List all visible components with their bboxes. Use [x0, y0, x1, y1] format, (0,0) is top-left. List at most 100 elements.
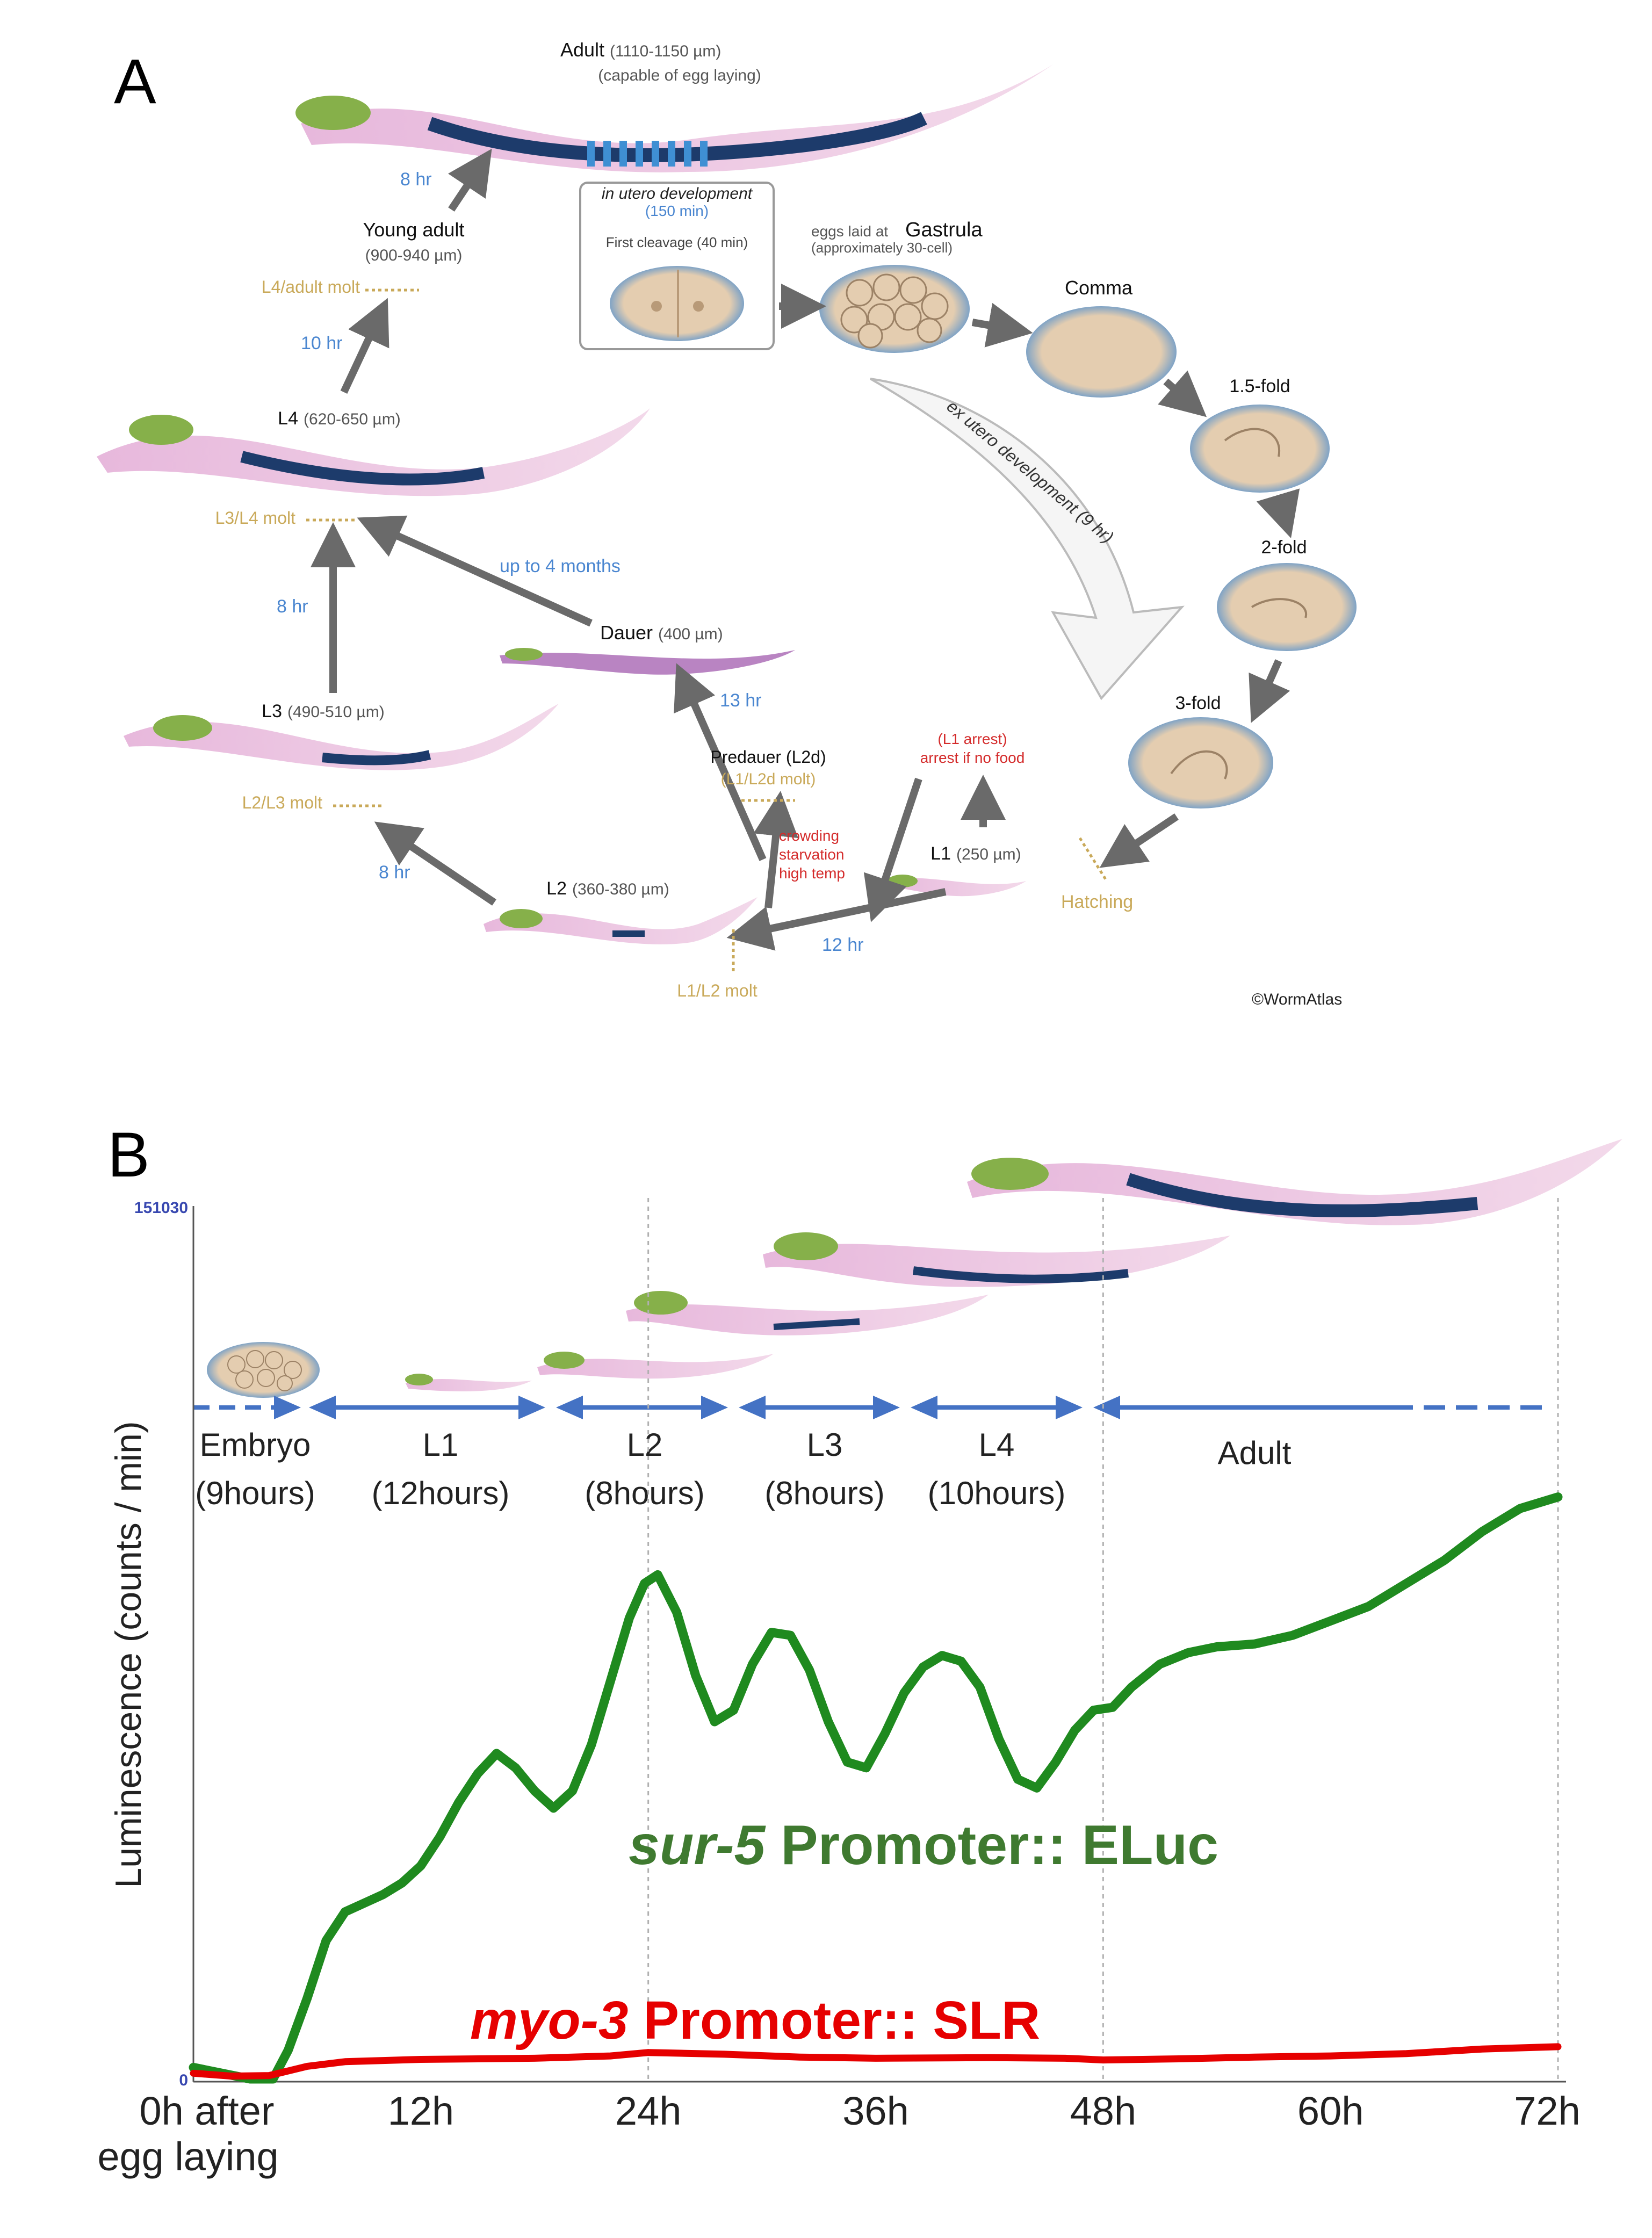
- l3-worm: [124, 704, 559, 770]
- x-tick-label-3: 36h: [842, 2089, 908, 2133]
- l1-arrest-1: (L1 arrest): [937, 731, 1007, 747]
- dauer-l4-time: up to 4 months: [500, 556, 621, 576]
- stage-bar: [193, 1396, 1547, 1419]
- stage-l2-name: L2: [627, 1427, 663, 1463]
- dauer-cond-3: high temp: [779, 865, 845, 882]
- fold3-egg: [1128, 717, 1273, 808]
- x-tick-label-1: 12h: [388, 2089, 454, 2133]
- stage-l1-dur: (12hours): [372, 1475, 510, 1511]
- x-first-line2: egg laying: [97, 2134, 278, 2179]
- panel-a-labels: Adult (1110-1150 µm) (capable of egg lay…: [215, 39, 1343, 1008]
- ya-time: 8 hr: [400, 169, 432, 190]
- l1-arrest-2: arrest if no food: [920, 749, 1025, 766]
- gastrula-egg: [819, 265, 970, 353]
- b-l3-worm: [626, 1295, 989, 1335]
- fold3-label: 3-fold: [1175, 693, 1221, 713]
- stage-embryo-name: Embryo: [200, 1427, 311, 1463]
- comma-egg: [1026, 306, 1177, 398]
- l1-name: L1: [930, 843, 951, 864]
- stage-l2-dur: (8hours): [585, 1475, 704, 1511]
- series-line-myo3: [190, 2043, 1562, 2080]
- gastrula-note: (approximately 30-cell): [811, 240, 953, 256]
- l4-ya-time: 10 hr: [301, 333, 343, 353]
- predauer-name: Predauer (L2d): [710, 747, 826, 767]
- y-axis-label: Luminescence (counts / min): [108, 1421, 149, 1888]
- molt-marks: [306, 288, 1108, 972]
- dauer-name: Dauer: [600, 622, 653, 644]
- x-tick-label-6: 72h: [1514, 2089, 1580, 2133]
- fold15-label: 1.5-fold: [1229, 376, 1290, 396]
- dauer-size: (400 µm): [658, 625, 723, 643]
- stage-l4-dur: (10hours): [928, 1475, 1066, 1511]
- panel-b: B: [97, 1120, 1622, 2179]
- stage-illustrations: [207, 1139, 1622, 1398]
- predauer-molt: (L1/L2d molt): [721, 770, 816, 788]
- l3-size: (490-510 µm): [287, 703, 385, 721]
- l4-worm: [97, 408, 650, 496]
- adult-note: (capable of egg laying): [598, 67, 761, 84]
- b-l2-worm: [537, 1354, 774, 1379]
- legend-red: myo-3 Promoter:: SLR: [470, 1990, 1040, 2051]
- fold15-egg: [1190, 405, 1330, 493]
- l4-name: L4: [278, 408, 298, 429]
- l2-size: (360-380 µm): [572, 880, 669, 898]
- stage-l3-name: L3: [807, 1427, 843, 1463]
- adult-size: (1110-1150 µm): [610, 42, 721, 60]
- dauer-cond-2: starvation: [779, 846, 844, 863]
- hatching-label: Hatching: [1061, 892, 1133, 912]
- panel-a: A: [97, 27, 1370, 1010]
- b-l1-worm: [406, 1378, 532, 1391]
- ya-name: Young adult: [363, 219, 465, 241]
- first-cleavage: First cleavage (40 min): [606, 234, 748, 250]
- pred-dauer-time: 13 hr: [720, 690, 762, 711]
- comma-label: Comma: [1065, 277, 1133, 299]
- x-tick-label-0: 0h after: [140, 2089, 275, 2133]
- series-line-sur5: [189, 1492, 1563, 2084]
- panel-a-label: A: [114, 46, 156, 117]
- stage-labels: Embryo (9hours) L1 (12hours) L2 (8hours)…: [195, 1427, 1291, 1511]
- x-tick-label-5: 60h: [1297, 2089, 1364, 2133]
- l1-size: (250 µm): [956, 846, 1021, 863]
- adult-worm: [295, 64, 1053, 172]
- lifecycle-arrows: [311, 148, 1300, 951]
- stage-l4-name: L4: [979, 1427, 1015, 1463]
- gridlines: [647, 1198, 1559, 2079]
- fold2-label: 2-fold: [1261, 537, 1307, 558]
- legend-green-italic: sur-5: [629, 1814, 766, 1876]
- legend-green: sur-5 Promoter:: ELuc: [629, 1814, 1218, 1876]
- legend-red-italic: myo-3: [470, 1990, 629, 2051]
- l2-worm: [484, 897, 758, 944]
- l2-l3-molt: L2/L3 molt: [242, 793, 323, 812]
- ex-utero-arrow: [870, 378, 1185, 701]
- credit: ©WormAtlas: [1252, 991, 1342, 1008]
- l3-l4-time: 8 hr: [277, 596, 308, 617]
- stage-l3-dur: (8hours): [764, 1475, 884, 1511]
- legend-red-rest: Promoter:: SLR: [629, 1990, 1041, 2051]
- l2-name: L2: [546, 878, 567, 899]
- l4-size: (620-650 µm): [304, 410, 401, 428]
- gastrula-prefix: eggs laid at: [811, 223, 888, 240]
- gastrula-name: Gastrula: [905, 219, 983, 241]
- l3-l4-molt: L3/L4 molt: [215, 508, 296, 528]
- fold2-egg: [1217, 563, 1357, 651]
- dauer-worm: [500, 648, 795, 675]
- in-utero-box: in utero development (150 min) First cle…: [579, 182, 775, 350]
- in-utero-time: (150 min): [645, 203, 709, 219]
- l1-l2-time: 12 hr: [822, 935, 864, 955]
- adult-name: Adult: [560, 39, 604, 61]
- panel-b-label: B: [107, 1120, 150, 1190]
- l3-name: L3: [262, 701, 282, 721]
- tick-layer: 0h after 12h 24h 36h 48h 60h 72h: [140, 2089, 1581, 2133]
- l4-adult-molt: L4/adult molt: [262, 277, 360, 297]
- y-tick-top: 151030: [134, 1199, 188, 1217]
- x-tick-label-2: 24h: [615, 2089, 681, 2133]
- stage-embryo-dur: (9hours): [195, 1475, 315, 1511]
- l1-l2-molt: L1/L2 molt: [677, 981, 758, 1000]
- dauer-cond-1: crowding: [779, 827, 839, 844]
- stage-adult-name: Adult: [1218, 1435, 1292, 1471]
- legend-green-rest: Promoter:: ELuc: [765, 1814, 1218, 1876]
- ya-size: (900-940 µm): [365, 247, 463, 264]
- in-utero-title: in utero development: [602, 185, 753, 203]
- luminescence-chart: 0h after 12h 24h 36h 48h 60h 72h 151030 0 Lumi…: [97, 1198, 1581, 2179]
